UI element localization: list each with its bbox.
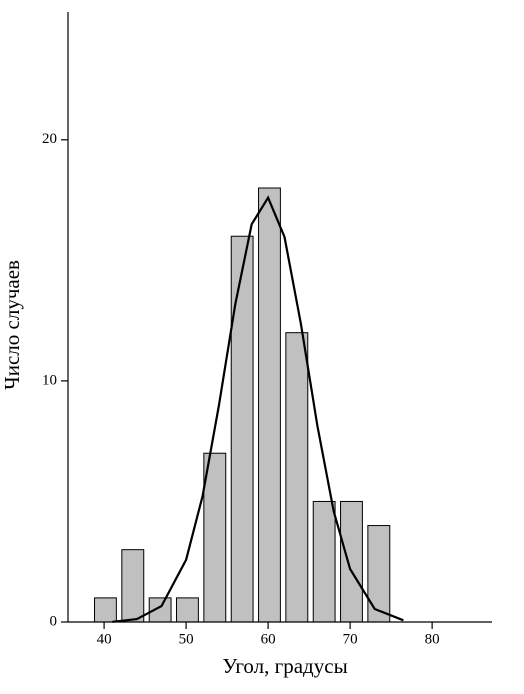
bar <box>176 597 199 623</box>
bar <box>285 332 309 623</box>
fit-curve <box>112 195 404 623</box>
bar <box>312 500 336 623</box>
x-tick-label: 80 <box>425 631 440 647</box>
bar <box>94 597 117 623</box>
bar <box>121 549 145 623</box>
bar <box>230 235 254 623</box>
y-tick-label: 20 <box>42 131 57 147</box>
x-tick-label: 40 <box>97 631 112 647</box>
bar <box>367 525 391 623</box>
bar <box>340 500 363 623</box>
y-axis-title: Число случаев <box>0 260 24 390</box>
y-tick-label: 0 <box>50 613 58 629</box>
x-tick-label: 70 <box>343 631 358 647</box>
bar <box>203 452 227 623</box>
x-tick-label: 50 <box>179 631 194 647</box>
bar <box>258 187 281 623</box>
y-tick-label: 10 <box>42 372 57 388</box>
x-axis-title: Угол, градусы <box>222 654 347 678</box>
x-tick-label: 60 <box>261 631 276 647</box>
